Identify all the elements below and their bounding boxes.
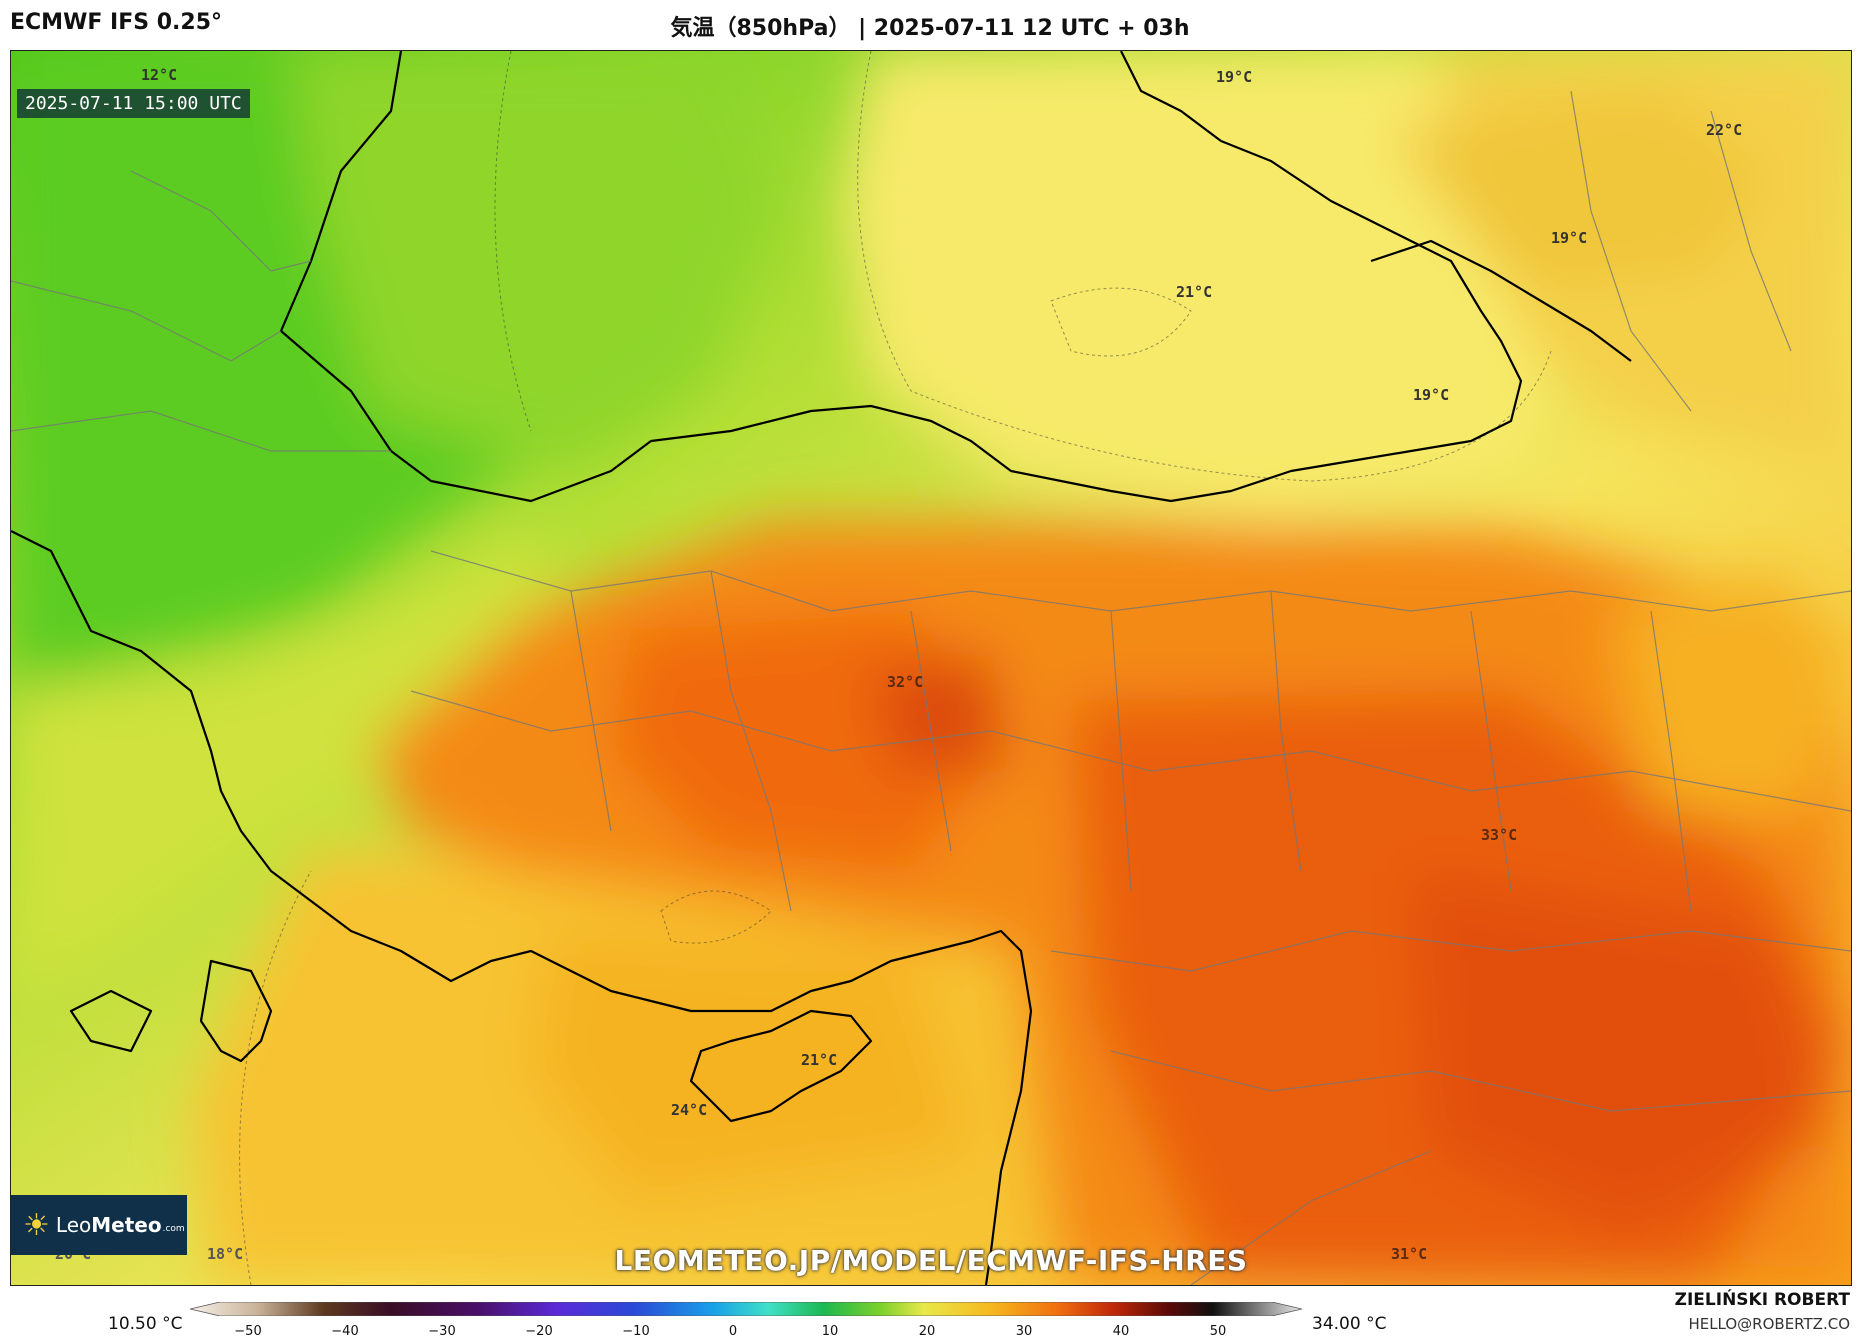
- legend-tick: 10: [821, 1324, 839, 1339]
- legend-max-label: 34.00 °C: [1312, 1314, 1387, 1334]
- author-email[interactable]: HELLO@ROBERTZ.CO: [1688, 1315, 1850, 1333]
- temp-label: 19°C: [1413, 386, 1450, 404]
- source-watermark: LEOMETEO.JP/MODEL/ECMWF-IFS-HRES: [614, 1244, 1248, 1277]
- legend-tick: −40: [331, 1324, 359, 1339]
- temp-label: 22°C: [1706, 121, 1743, 139]
- temp-label: 18°C: [207, 1245, 244, 1263]
- temp-label: 24°C: [671, 1101, 708, 1119]
- legend-tick: 30: [1015, 1324, 1033, 1339]
- model-name: ECMWF IFS 0.25°: [10, 10, 223, 35]
- temp-label: 31°C: [1391, 1245, 1428, 1263]
- legend-tick: −10: [622, 1324, 650, 1339]
- map-title: 気温（850hPa） | 2025-07-11 12 UTC + 03h: [670, 16, 1190, 41]
- contour-lines: [239, 51, 1552, 1285]
- temp-label: 21°C: [801, 1051, 838, 1069]
- temperature-field: [11, 51, 1851, 1285]
- valid-time-badge: 2025-07-11 15:00 UTC: [17, 89, 250, 118]
- legend-tick: −20: [525, 1324, 553, 1339]
- legend-tick: 50: [1209, 1324, 1227, 1339]
- sun-icon: ☀: [23, 1207, 50, 1243]
- coastlines: [11, 51, 1632, 1285]
- legend-tick: 20: [918, 1324, 936, 1339]
- leometeo-logo: ☀ Leo Meteo .com: [11, 1195, 187, 1255]
- legend-tick: 0: [728, 1324, 738, 1339]
- temp-label: 21°C: [1176, 283, 1213, 301]
- temp-label: 33°C: [1481, 826, 1518, 844]
- legend-min-label: 10.50 °C: [108, 1314, 183, 1334]
- legend-tick: −30: [428, 1324, 456, 1339]
- author-name: ZIELIŃSKI ROBERT: [1674, 1290, 1850, 1310]
- temp-label: 12°C: [141, 66, 178, 84]
- color-scale-bar: [190, 1302, 1302, 1316]
- temp-label: 19°C: [1551, 229, 1588, 247]
- legend-tick: −50: [234, 1324, 262, 1339]
- temp-label: 32°C: [887, 673, 924, 691]
- legend-tick: 40: [1112, 1324, 1130, 1339]
- admin-borders: [11, 90, 1851, 1285]
- temp-label: 19°C: [1216, 68, 1253, 86]
- temperature-map[interactable]: 2025-07-11 15:00 UTC 12°C 19°C 22°C 21°C…: [10, 50, 1852, 1286]
